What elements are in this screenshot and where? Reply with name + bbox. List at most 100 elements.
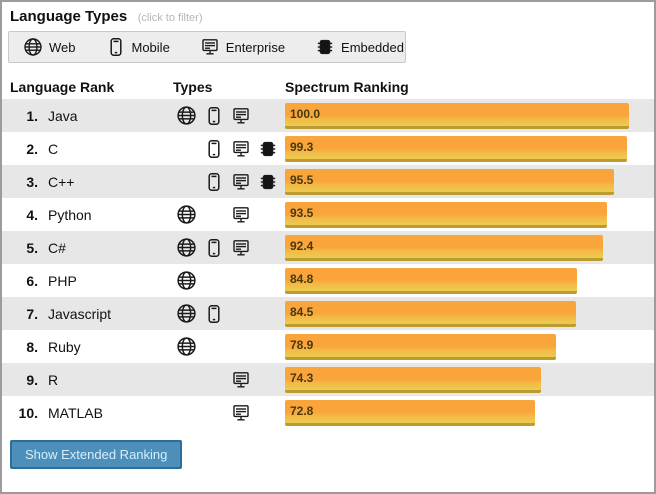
- table-row: 7. Javascript 84.5: [2, 297, 654, 330]
- column-header-language-rank: Language Rank: [10, 79, 115, 95]
- spectrum-ranking-cell: 95.5: [285, 168, 654, 195]
- desktop-icon: [231, 205, 251, 225]
- globe-icon: [176, 336, 197, 357]
- type-icons-cell: [173, 402, 285, 423]
- desktop-icon: [231, 106, 251, 126]
- type-icons-cell: [173, 105, 285, 126]
- type-icons-cell: [173, 171, 285, 192]
- rank-number: 1.: [26, 107, 38, 124]
- mobile-phone-icon: [204, 139, 224, 159]
- desktop-icon: [231, 172, 251, 192]
- ranking-score-label: 72.8: [290, 404, 314, 418]
- rank-number: 7.: [26, 305, 38, 322]
- globe-icon: [23, 37, 43, 57]
- show-extended-ranking-button[interactable]: Show Extended Ranking: [10, 440, 183, 469]
- desktop-icon: [231, 403, 251, 423]
- table-row: 9. R 74.3: [2, 363, 654, 396]
- filter-item-embedded[interactable]: Embedded: [315, 37, 404, 57]
- column-header-types: Types: [173, 79, 213, 95]
- ranking-bar[interactable]: 84.5: [285, 300, 576, 327]
- table-row: 5. C# 92.4: [2, 231, 654, 264]
- language-name: Java: [48, 107, 78, 124]
- globe-icon: [176, 204, 197, 225]
- ranking-bar[interactable]: 78.9: [285, 333, 557, 360]
- rank-number: 9.: [26, 371, 38, 388]
- language-name: C#: [48, 239, 66, 256]
- language-name: PHP: [48, 272, 77, 289]
- ranking-score-label: 100.0: [290, 107, 321, 121]
- type-icons-cell: [173, 303, 285, 324]
- mobile-phone-icon: [204, 238, 224, 258]
- ranking-score-label: 84.8: [290, 272, 314, 286]
- ranking-score-label: 99.3: [290, 140, 314, 154]
- ranking-bar[interactable]: 93.5: [285, 201, 607, 228]
- spectrum-ranking-cell: 93.5: [285, 201, 654, 228]
- language-name: Javascript: [48, 305, 112, 322]
- table-row: 1. Java 100.0: [2, 99, 654, 132]
- rank-number: 4.: [26, 206, 38, 223]
- table-row: 3. C++ 95.5: [2, 165, 654, 198]
- language-name: MATLAB: [48, 404, 103, 421]
- ranking-score-label: 92.4: [290, 239, 314, 253]
- spectrum-ranking-cell: 99.3: [285, 135, 654, 162]
- filter-section-title: Language Types: [10, 8, 128, 25]
- language-name: Ruby: [48, 338, 81, 355]
- ranking-bar[interactable]: 84.8: [285, 267, 577, 294]
- ranking-bar[interactable]: 100.0: [285, 102, 629, 129]
- desktop-icon: [231, 139, 251, 159]
- chip-icon: [258, 172, 278, 192]
- desktop-icon: [231, 238, 251, 258]
- rank-number: 2.: [26, 140, 38, 157]
- rank-number: 8.: [26, 338, 38, 355]
- globe-icon: [176, 303, 197, 324]
- type-icons-cell: [173, 237, 285, 258]
- globe-icon: [176, 237, 197, 258]
- filter-item-label: Embedded: [341, 39, 404, 55]
- mobile-phone-icon: [204, 106, 224, 126]
- spectrum-ranking-cell: 72.8: [285, 399, 654, 426]
- spectrum-ranking-cell: 84.8: [285, 267, 654, 294]
- language-type-filter-bar: Web Mobile Enterprise Embedded: [8, 31, 406, 63]
- ranking-score-label: 78.9: [290, 338, 314, 352]
- desktop-icon: [231, 370, 251, 390]
- ranking-score-label: 84.5: [290, 305, 314, 319]
- mobile-phone-icon: [204, 172, 224, 192]
- table-row: 10. MATLAB 72.8: [2, 396, 654, 429]
- language-name: R: [48, 371, 59, 388]
- ranking-score-label: 93.5: [290, 206, 314, 220]
- language-name: C: [48, 140, 59, 157]
- spectrum-ranking-cell: 100.0: [285, 102, 654, 129]
- ranking-bar[interactable]: 74.3: [285, 366, 541, 393]
- ranking-score-label: 74.3: [290, 371, 314, 385]
- chip-icon: [315, 37, 335, 57]
- ranking-bar[interactable]: 72.8: [285, 399, 536, 426]
- ranking-bar[interactable]: 99.3: [285, 135, 627, 162]
- table-header-row: Language Rank Types Spectrum Ranking: [2, 79, 654, 95]
- rank-number: 3.: [26, 173, 38, 190]
- filter-item-label: Enterprise: [225, 39, 286, 55]
- mobile-phone-icon: [106, 37, 126, 57]
- globe-icon: [176, 270, 197, 291]
- spectrum-ranking-cell: 84.5: [285, 300, 654, 327]
- filter-section: Language Types (click to filter) Web Mob…: [8, 6, 648, 63]
- spectrum-ranking-cell: 78.9: [285, 333, 654, 360]
- language-name: C++: [48, 173, 75, 190]
- chip-icon: [258, 139, 278, 159]
- filter-item-web[interactable]: Web: [23, 37, 76, 57]
- ranking-bar[interactable]: 92.4: [285, 234, 603, 261]
- type-icons-cell: [173, 204, 285, 225]
- ranking-bar[interactable]: 95.5: [285, 168, 614, 195]
- rank-number: 10.: [18, 404, 38, 421]
- ranking-table: 1. Java 100.0 2. C: [2, 99, 654, 429]
- rank-number: 5.: [26, 239, 38, 256]
- filter-hint-text: (click to filter): [137, 12, 203, 24]
- mobile-phone-icon: [204, 304, 224, 324]
- type-icons-cell: [173, 369, 285, 390]
- globe-icon: [176, 105, 197, 126]
- filter-item-label: Mobile: [131, 39, 170, 55]
- filter-item-mobile[interactable]: Mobile: [106, 37, 170, 57]
- column-header-spectrum-ranking: Spectrum Ranking: [285, 79, 409, 95]
- table-row: 4. Python 93.5: [2, 198, 654, 231]
- filter-item-enterprise[interactable]: Enterprise: [200, 37, 285, 57]
